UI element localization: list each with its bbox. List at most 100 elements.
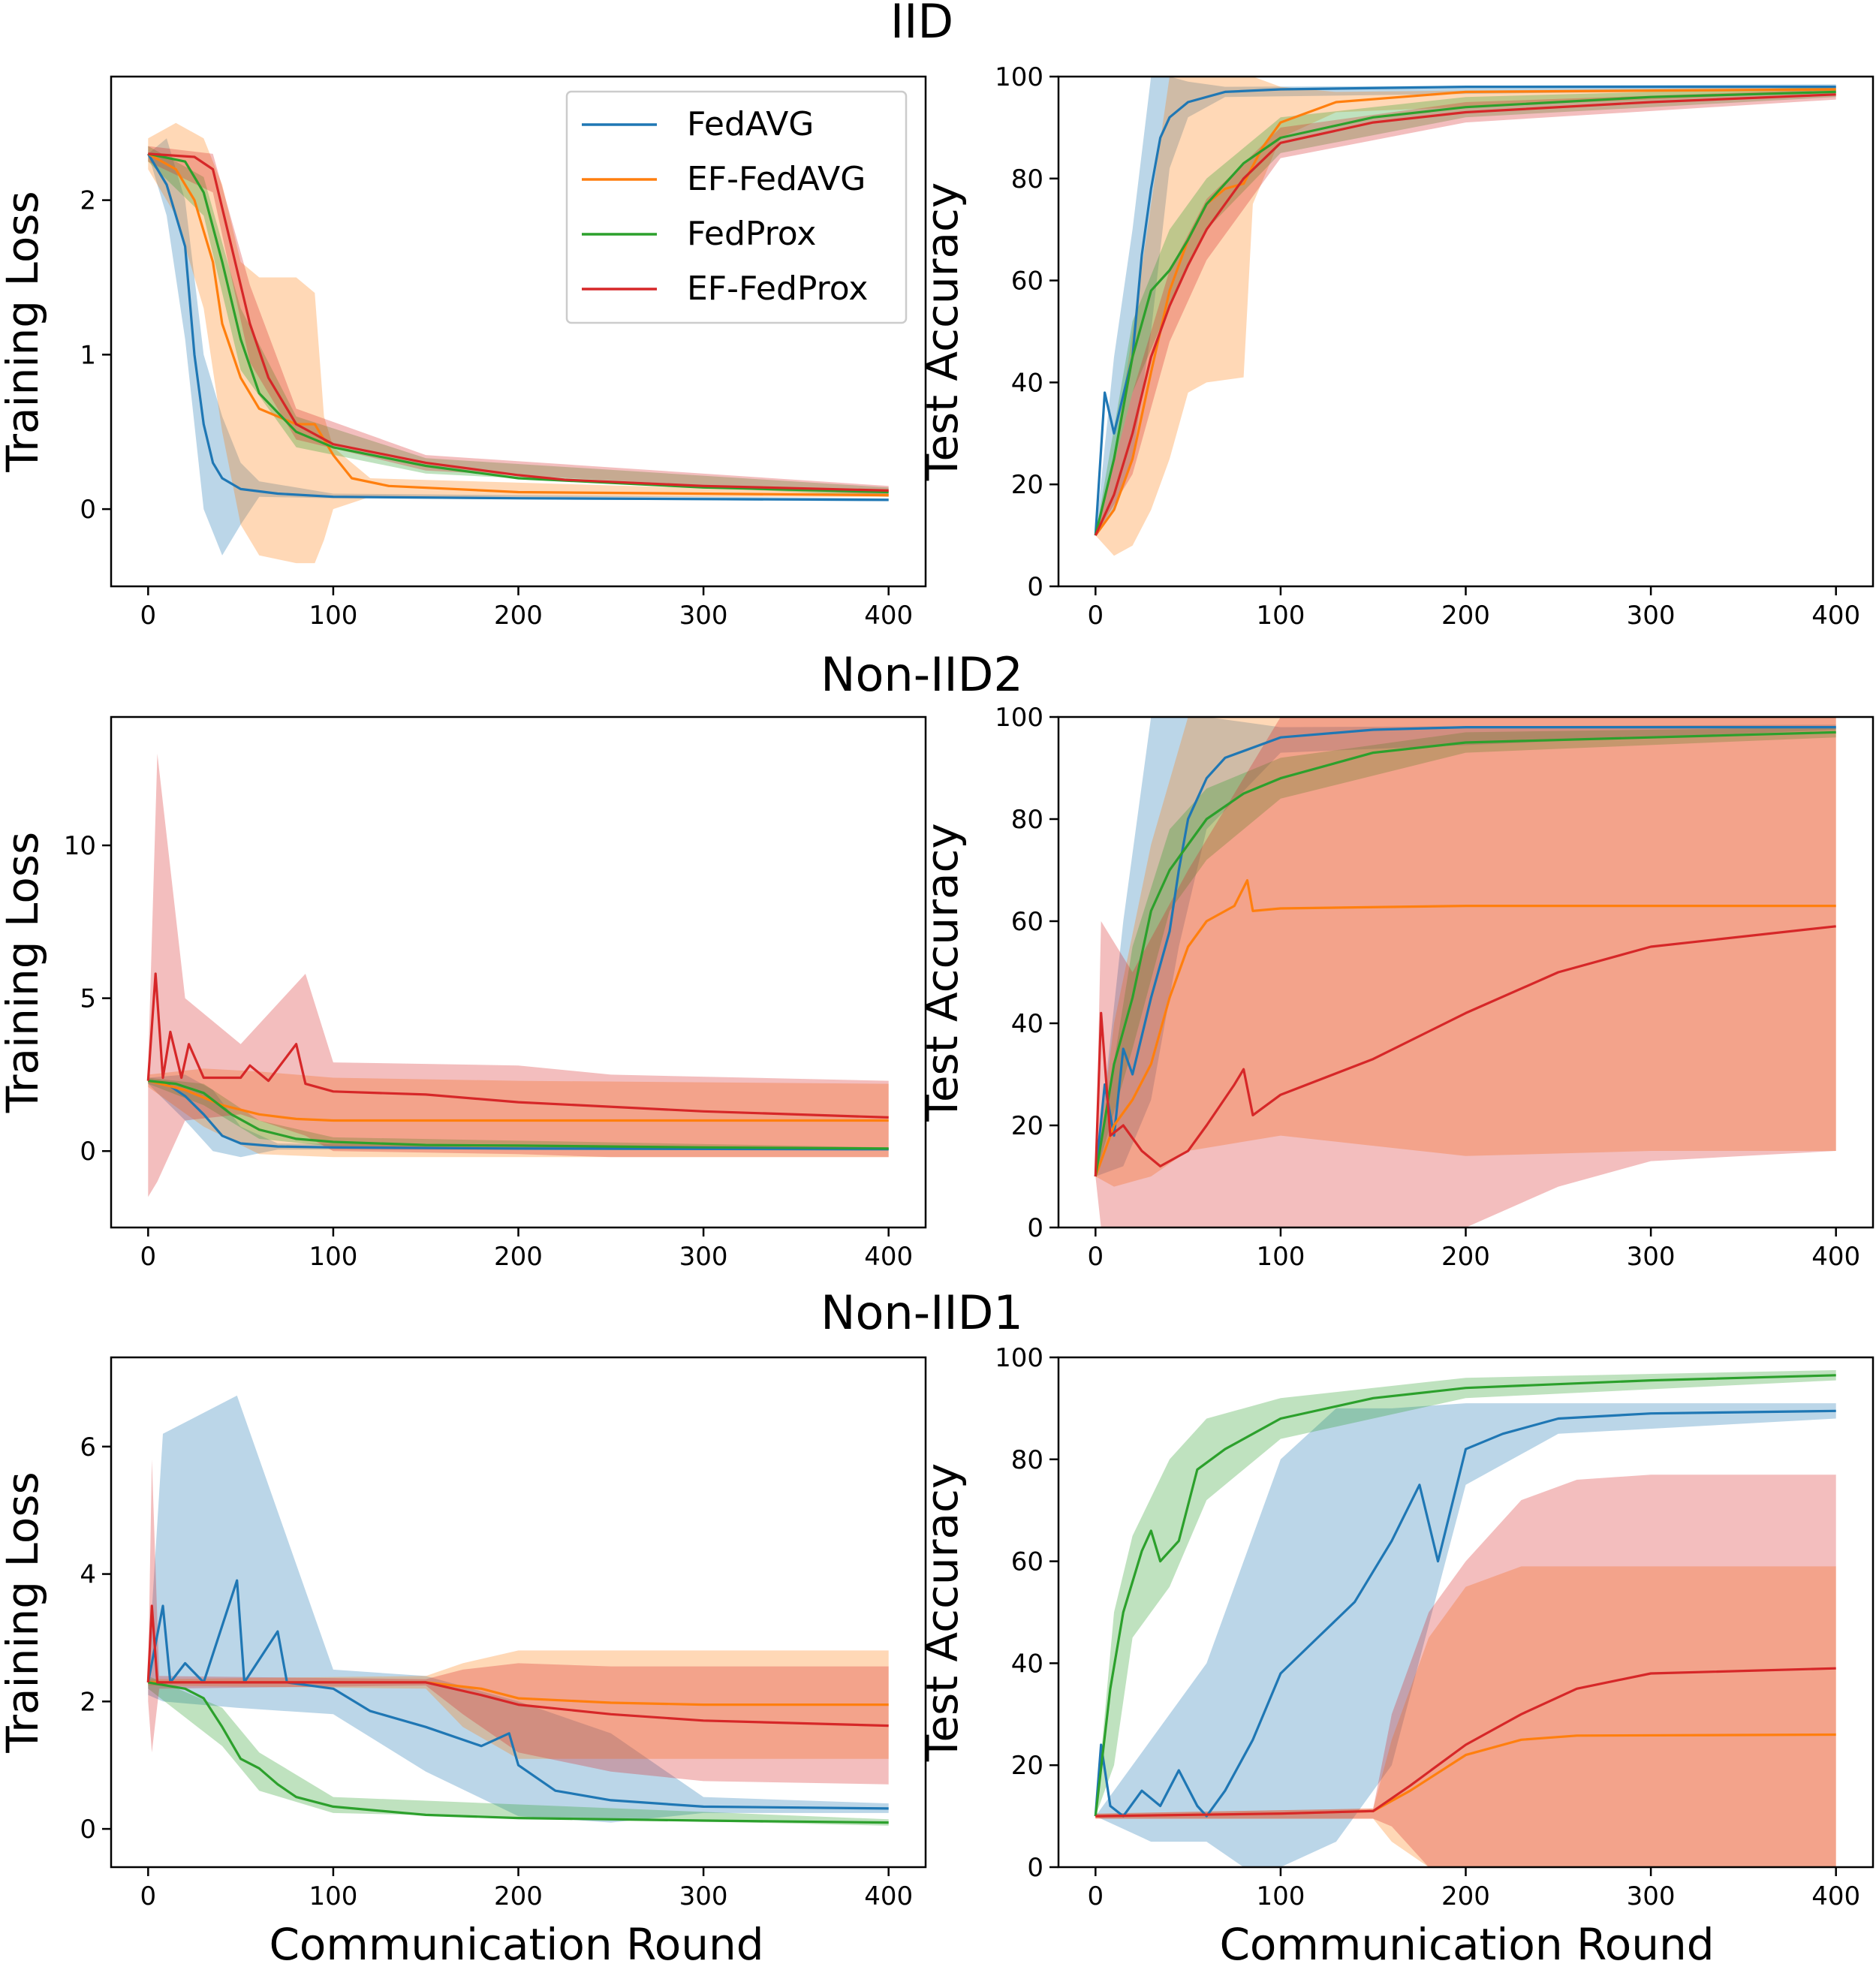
y-tick-label: 40 — [1011, 1009, 1043, 1039]
line-ef-fedprox — [148, 152, 889, 492]
x-tick-label: 0 — [140, 1242, 156, 1272]
panel-5: 0 100 200 300 400 0 2 4 6 Training Loss — [0, 1356, 927, 1911]
y-tick-label: 0 — [80, 1137, 96, 1167]
y-axis-label: Test Accuracy — [917, 1463, 968, 1762]
x-tick-label: 300 — [679, 601, 728, 631]
y-axis-label: Test Accuracy — [917, 823, 968, 1122]
band-ef-fedprox — [148, 753, 889, 1197]
x-tick-label: 200 — [1441, 1881, 1490, 1911]
plot-area — [1094, 77, 1836, 556]
line-fedprox — [1094, 1374, 1836, 1817]
panel-1: 0 100 200 300 400 0 1 2 Training Loss — [0, 75, 927, 631]
legend: FedAVG EF-FedAVG FedProx EF-FedProx — [565, 90, 908, 324]
y-tick-label: 60 — [1011, 1547, 1043, 1577]
y-tick-label: 0 — [1027, 1213, 1043, 1243]
line-ef-fedprox — [1095, 1667, 1836, 1818]
line-fedavg — [1094, 1409, 1836, 1818]
legend-label-ef-fedavg: EF-FedAVG — [687, 160, 866, 198]
line-fedprox — [1094, 730, 1836, 1177]
x-tick-label: 300 — [1627, 601, 1676, 631]
line-fedavg — [1094, 725, 1836, 1177]
line-ef-fedprox — [146, 1604, 889, 1728]
row-title-iid: IID — [890, 0, 953, 49]
y-tick-label: 4 — [80, 1560, 96, 1590]
x-tick-label: 0 — [1087, 1881, 1104, 1911]
x-tick-label: 300 — [679, 1242, 728, 1272]
y-tick-label: 60 — [1011, 267, 1043, 297]
panel-3: 0 100 200 300 400 0 5 10 Training Loss — [0, 715, 927, 1272]
y-tick-label: 60 — [1011, 907, 1043, 937]
y-tick-label: 0 — [80, 1815, 96, 1845]
x-tick-label: 100 — [1256, 1242, 1305, 1272]
line-ef-fedprox — [146, 972, 889, 1119]
plot-area — [146, 122, 889, 564]
x-tick-label: 300 — [1627, 1881, 1676, 1911]
panel-2: 0 100 200 300 400 0 20 40 60 80 100 Test Accuracy — [917, 62, 1874, 631]
x-tick-label: 200 — [494, 1242, 543, 1272]
line-fedavg — [146, 153, 889, 502]
x-tick-label: 400 — [864, 601, 913, 631]
band-fedavg — [148, 1395, 889, 1823]
y-tick-label: 80 — [1011, 164, 1043, 194]
y-tick-label: 2 — [80, 186, 96, 216]
legend-label-fedavg: FedAVG — [687, 105, 814, 143]
y-axis-label: Training Loss — [0, 832, 48, 1114]
y-tick-label: 80 — [1011, 805, 1043, 835]
x-tick-label: 400 — [1811, 1881, 1860, 1911]
x-tick-label: 200 — [1441, 1242, 1490, 1272]
legend-label-fedprox: FedProx — [687, 215, 816, 253]
x-tick-label: 200 — [494, 601, 543, 631]
line-ef-fedprox — [1094, 925, 1836, 1177]
y-tick-label: 2 — [80, 1687, 96, 1717]
line-ef-fedavg — [147, 1080, 889, 1122]
y-axis-label: Training Loss — [0, 191, 48, 473]
x-tick-label: 100 — [1256, 601, 1305, 631]
line-fedprox — [1094, 90, 1836, 536]
y-tick-label: 6 — [80, 1432, 96, 1462]
x-tick-label: 200 — [494, 1881, 543, 1911]
y-tick-label: 5 — [80, 984, 96, 1014]
line-ef-fedavg — [1095, 88, 1836, 537]
line-ef-fedprox — [1094, 93, 1836, 536]
legend-box — [565, 90, 908, 324]
band-ef-fedprox — [1095, 1474, 1836, 1867]
panel-4: 0 100 200 300 400 0 20 40 60 80 100 Test Accuracy — [917, 703, 1874, 1272]
x-tick-label: 0 — [1087, 601, 1104, 631]
legend-label-ef-fedprox: EF-FedProx — [687, 270, 868, 308]
x-tick-label: 100 — [309, 601, 357, 631]
x-tick-label: 400 — [864, 1881, 913, 1911]
y-tick-label: 20 — [1011, 1111, 1043, 1141]
y-tick-label: 40 — [1011, 368, 1043, 398]
y-tick-label: 0 — [80, 495, 96, 525]
x-tick-label: 300 — [679, 1881, 728, 1911]
x-tick-label: 0 — [1087, 1242, 1104, 1272]
line-fedavg — [148, 1080, 889, 1151]
x-tick-label: 100 — [309, 1242, 357, 1272]
y-tick-label: 0 — [1027, 1853, 1043, 1883]
plot-area — [146, 1395, 889, 1826]
band-fedavg — [148, 138, 889, 556]
band-ef-fedavg — [1095, 717, 1836, 1187]
y-tick-label: 0 — [1027, 572, 1043, 602]
y-tick-label: 1 — [80, 340, 96, 370]
x-axis-label-right: Communication Round — [1219, 1919, 1714, 1970]
y-tick-label: 20 — [1011, 1751, 1043, 1781]
row-title-non-iid2: Non-IID2 — [821, 647, 1023, 702]
y-tick-label: 80 — [1011, 1445, 1043, 1475]
plot-area — [146, 753, 889, 1197]
x-tick-label: 400 — [1811, 601, 1860, 631]
x-tick-label: 0 — [140, 1881, 156, 1911]
band-ef-fedprox — [148, 1459, 889, 1785]
x-tick-label: 400 — [1811, 1242, 1860, 1272]
y-tick-label: 100 — [995, 703, 1043, 733]
x-tick-label: 100 — [309, 1881, 357, 1911]
line-fedprox — [148, 1681, 889, 1824]
x-tick-label: 100 — [1256, 1881, 1305, 1911]
x-tick-label: 200 — [1441, 601, 1490, 631]
line-fedavg — [1094, 85, 1836, 536]
band-ef-fedavg — [1095, 1566, 1836, 1867]
panel-6: 0 100 200 300 400 0 20 40 60 80 100 Test Accuracy — [917, 1343, 1874, 1911]
y-tick-label: 100 — [995, 1343, 1043, 1373]
